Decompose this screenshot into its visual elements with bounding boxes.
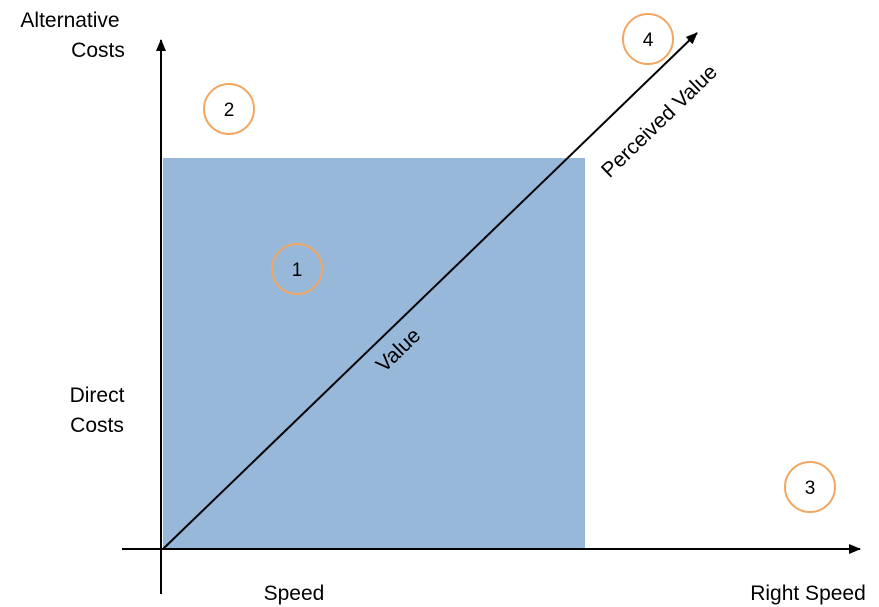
marker-circle — [271, 243, 323, 295]
x-axis-right-label: Right Speed — [750, 582, 866, 605]
value-region — [163, 158, 585, 549]
value-diagonal-line — [162, 32, 698, 550]
marker-circle — [203, 83, 255, 135]
marker-1: 1 — [271, 243, 323, 295]
marker-3: 3 — [784, 461, 836, 513]
marker-number: 2 — [224, 100, 235, 121]
y-axis-top-label-line2: Costs — [71, 39, 125, 62]
x-axis-left-label: Speed — [264, 582, 325, 605]
y-axis-mid-label-line1: Direct — [70, 384, 125, 407]
marker-number: 4 — [643, 30, 654, 51]
marker-circle — [784, 461, 836, 513]
marker-number: 1 — [292, 260, 303, 281]
marker-2: 2 — [203, 83, 255, 135]
y-axis-top-label-line1: Alternative — [20, 9, 119, 32]
marker-number: 3 — [805, 478, 816, 499]
marker-circle — [622, 13, 674, 65]
marker-4: 4 — [622, 13, 674, 65]
perceived-value-label: Perceived Value — [597, 60, 722, 182]
y-axis-mid-label-line2: Costs — [70, 414, 124, 437]
